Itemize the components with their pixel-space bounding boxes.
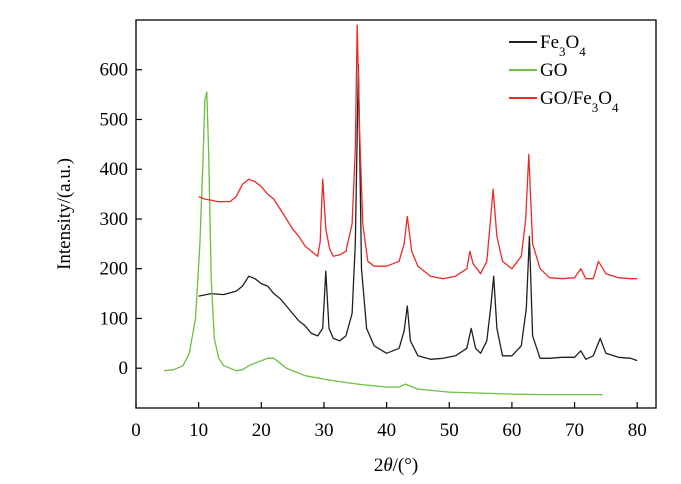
y-tick-label: 100 (100, 308, 129, 329)
plot-frame (135, 19, 657, 409)
series-line-1 (164, 91, 603, 396)
legend-label-0: Fe3O4 (540, 32, 586, 59)
x-tick-label: 40 (377, 420, 396, 441)
y-tick-label: 0 (119, 358, 129, 379)
x-tick-label: 70 (565, 420, 584, 441)
y-tick-label: 400 (100, 159, 129, 180)
x-tick-label: 50 (440, 420, 459, 441)
x-tick-label: 80 (628, 420, 647, 441)
x-tick-label: 20 (252, 420, 271, 441)
series-line-0 (198, 64, 638, 362)
plot-lines (164, 24, 638, 396)
x-tick-label: 0 (131, 420, 141, 441)
y-axis-title: Intensity/(a.u.) (54, 158, 75, 270)
x-tick-label: 60 (502, 420, 521, 441)
x-axis-title: 2θ/(°) (374, 455, 418, 476)
legend-label-2: GO/Fe3O4 (540, 88, 619, 115)
y-tick-label: 300 (100, 209, 129, 230)
y-tick-label: 500 (100, 109, 129, 130)
y-tick-label: 200 (100, 259, 129, 280)
legend-label-1: GO (540, 60, 567, 81)
x-tick-label: 30 (314, 420, 333, 441)
axis-ticks: 0 10 20 30 40 50 60 70 80 0 100 200 300 400 500 600 (100, 60, 647, 441)
y-tick-label: 600 (100, 60, 129, 81)
series-line-2 (198, 24, 638, 280)
x-tick-label: 10 (189, 420, 208, 441)
